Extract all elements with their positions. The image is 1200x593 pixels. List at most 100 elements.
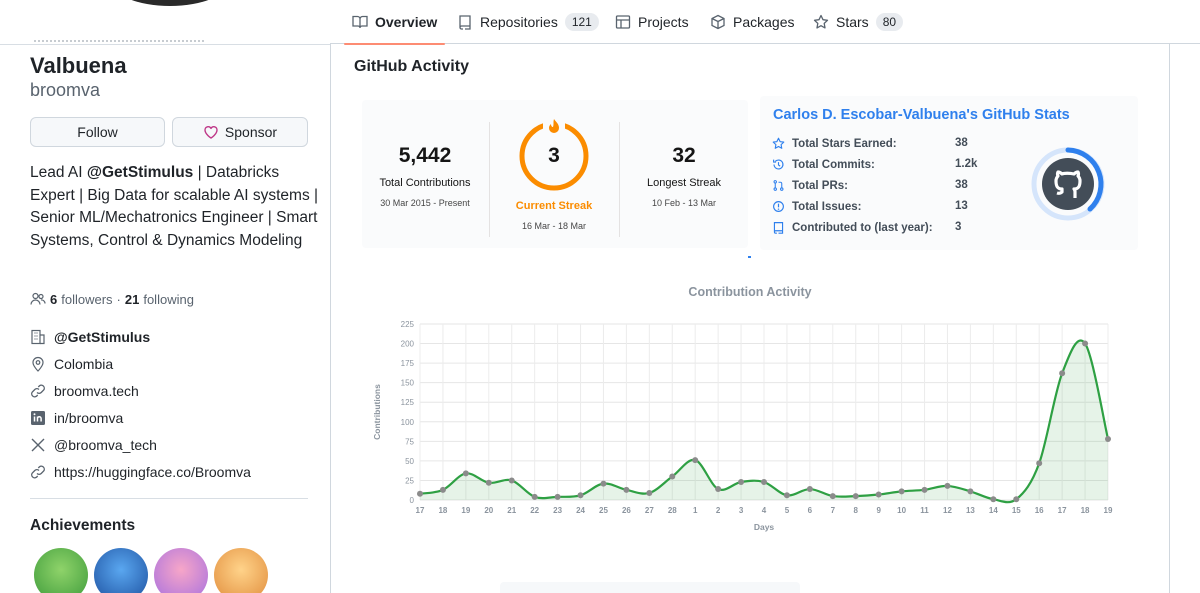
bio-org-link[interactable]: @GetStimulus (86, 164, 194, 181)
following-label[interactable]: following (143, 291, 194, 307)
data-point (1013, 496, 1020, 503)
longest-streak-label: Longest Streak (647, 177, 721, 189)
x-tick-label: 23 (553, 506, 562, 515)
series-area (420, 340, 1108, 503)
current-streak-ring (519, 117, 589, 191)
info-text[interactable]: @broomva_tech (54, 437, 157, 453)
follow-button[interactable]: Follow (30, 117, 165, 147)
data-point (738, 479, 745, 486)
achievement-pair-extraordinaire-icon[interactable] (34, 548, 88, 593)
following-count[interactable]: 21 (124, 291, 140, 307)
data-point (417, 490, 423, 497)
info-text[interactable]: @GetStimulus (54, 329, 151, 345)
data-point (669, 473, 676, 480)
star-icon (772, 137, 785, 149)
profile-tabs: Overview Repositories 121 Projects Packa… (330, 0, 1200, 45)
x-tick-label: 17 (416, 506, 425, 515)
y-tick-label: 125 (401, 398, 415, 407)
info-text: Colombia (54, 356, 114, 372)
stat-label: Total PRs: (792, 179, 849, 192)
achievement-shark-icon[interactable] (94, 548, 148, 593)
data-point (829, 493, 836, 500)
data-point (1059, 370, 1066, 377)
data-point (485, 479, 492, 486)
tab-packages[interactable]: Packages (710, 0, 794, 44)
stat-value: 38 (955, 137, 968, 149)
sponsor-label: Sponsor (224, 124, 278, 140)
info-text[interactable]: https://huggingface.co/Broomva (54, 464, 251, 480)
x-tick-label: 25 (599, 506, 608, 515)
book-icon (352, 15, 368, 29)
y-tick-label: 200 (401, 340, 415, 349)
current-streak-value: 3 (548, 144, 560, 167)
x-tick-label: 10 (897, 506, 906, 515)
heart-icon (204, 126, 218, 139)
x-icon (31, 438, 45, 452)
y-axis-label: Contributions (372, 384, 382, 440)
x-axis-label: Days (754, 522, 775, 532)
data-point (852, 493, 859, 500)
profile-username: broomva (30, 80, 101, 100)
x-tick-label: 19 (461, 506, 470, 515)
total-contributions-value: 5,442 (398, 144, 452, 167)
tab-overview[interactable]: Overview (343, 0, 446, 45)
data-point (623, 486, 630, 493)
data-point (439, 486, 446, 493)
data-point (967, 488, 974, 495)
readme-heading: GitHub Activity (354, 58, 469, 75)
tab-projects[interactable]: Projects (615, 0, 689, 44)
data-point (875, 491, 882, 498)
y-tick-label: 75 (405, 437, 414, 446)
tab-repositories[interactable]: Repositories 121 (457, 0, 599, 44)
link-icon (31, 465, 45, 479)
organization-icon (31, 329, 45, 345)
x-tick-label: 14 (989, 506, 998, 515)
chart-title: Contribution Activity (688, 285, 812, 299)
followers-label[interactable]: followers (61, 291, 113, 307)
location-icon (32, 356, 44, 372)
total-contributions-label: Total Contributions (379, 177, 471, 189)
linkedin-icon (31, 411, 45, 425)
info-website: broomva.tech (30, 383, 139, 399)
x-tick-label: 27 (645, 506, 654, 515)
x-tick-label: 4 (762, 506, 767, 515)
x-tick-label: 6 (808, 506, 813, 515)
info-text[interactable]: broomva.tech (54, 383, 139, 399)
streak-divider (619, 122, 620, 237)
people-icon (30, 292, 46, 305)
total-contributions-block: 5,442 Total Contributions 30 Mar 2015 - … (365, 144, 485, 208)
x-tick-label: 13 (966, 506, 975, 515)
stat-value: 13 (955, 200, 968, 212)
data-point (783, 492, 790, 499)
stat-label: Contributed to (last year): (792, 221, 933, 234)
github-logo-icon (1042, 158, 1094, 210)
data-point (1082, 340, 1089, 347)
x-tick-label: 19 (1104, 506, 1113, 515)
x-tick-label: 9 (876, 506, 881, 515)
achievement-yolo-icon[interactable] (154, 548, 208, 593)
data-point (692, 457, 699, 464)
info-linkedin: in/broomva (30, 410, 123, 426)
data-point (898, 488, 905, 495)
longest-streak-block: 32 Longest Streak 10 Feb - 13 Mar (624, 144, 744, 208)
stat-label: Total Commits: (792, 158, 875, 171)
x-tick-label: 18 (1081, 506, 1090, 515)
data-point (944, 482, 951, 489)
data-point (1105, 435, 1111, 442)
tab-label: Stars (836, 14, 869, 30)
followers-count[interactable]: 6 (50, 291, 58, 307)
achievements-title: Achievements (30, 517, 136, 534)
sponsor-button[interactable]: Sponsor (172, 117, 308, 147)
y-tick-label: 100 (401, 418, 415, 427)
stat-value: 3 (955, 221, 962, 233)
bio-text: Lead AI (30, 164, 87, 181)
avatar[interactable] (110, 0, 230, 6)
current-streak-block: Current Streak 16 Mar - 18 Mar (494, 200, 614, 231)
tab-label: Projects (638, 14, 689, 30)
tab-stars[interactable]: Stars 80 (813, 0, 904, 44)
achievement-quickdraw-icon[interactable] (214, 548, 268, 593)
info-text[interactable]: in/broomva (54, 410, 124, 426)
x-tick-label: 3 (739, 506, 744, 515)
current-streak-label: Current Streak (515, 200, 593, 212)
stat-label: Total Stars Earned: (792, 137, 897, 150)
